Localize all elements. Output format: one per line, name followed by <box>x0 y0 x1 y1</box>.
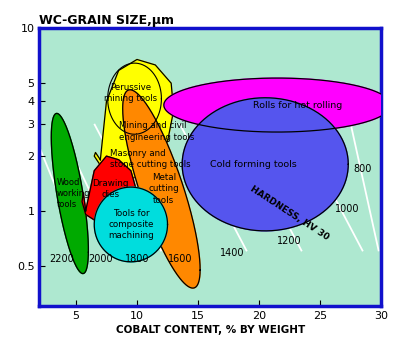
X-axis label: COBALT CONTENT, % BY WEIGHT: COBALT CONTENT, % BY WEIGHT <box>116 325 305 335</box>
Polygon shape <box>182 98 348 231</box>
Polygon shape <box>94 187 167 262</box>
Text: Perussive
mining tools: Perussive mining tools <box>104 83 158 103</box>
Text: Tools for
composite
machining: Tools for composite machining <box>108 209 154 240</box>
Text: 1800: 1800 <box>125 253 149 263</box>
Text: 1200: 1200 <box>277 236 302 246</box>
Text: 2000: 2000 <box>88 253 113 263</box>
Text: HARDNESS, HV 30: HARDNESS, HV 30 <box>249 184 331 241</box>
Text: Cold forming tools: Cold forming tools <box>209 160 296 169</box>
Text: 1000: 1000 <box>335 204 359 214</box>
Polygon shape <box>123 90 200 288</box>
Text: Masonry and
stone cutting tools: Masonry and stone cutting tools <box>110 149 191 169</box>
Text: WC-GRAIN SIZE,μm: WC-GRAIN SIZE,μm <box>39 14 174 27</box>
Polygon shape <box>82 156 137 229</box>
Text: 2200: 2200 <box>49 253 73 263</box>
Text: Rolls for hot rolling: Rolls for hot rolling <box>253 101 342 110</box>
Text: 1400: 1400 <box>220 248 244 258</box>
Polygon shape <box>94 59 174 180</box>
Text: Drawing
dies: Drawing dies <box>92 179 129 199</box>
Text: 1600: 1600 <box>167 253 192 263</box>
Text: 800: 800 <box>354 164 372 174</box>
Text: Metal
cutting
tools: Metal cutting tools <box>149 173 179 205</box>
Text: Mining and civil
engineering tools: Mining and civil engineering tools <box>119 121 194 142</box>
Polygon shape <box>164 78 391 132</box>
Text: Wood
working
tools: Wood working tools <box>57 178 90 209</box>
Polygon shape <box>51 114 88 273</box>
